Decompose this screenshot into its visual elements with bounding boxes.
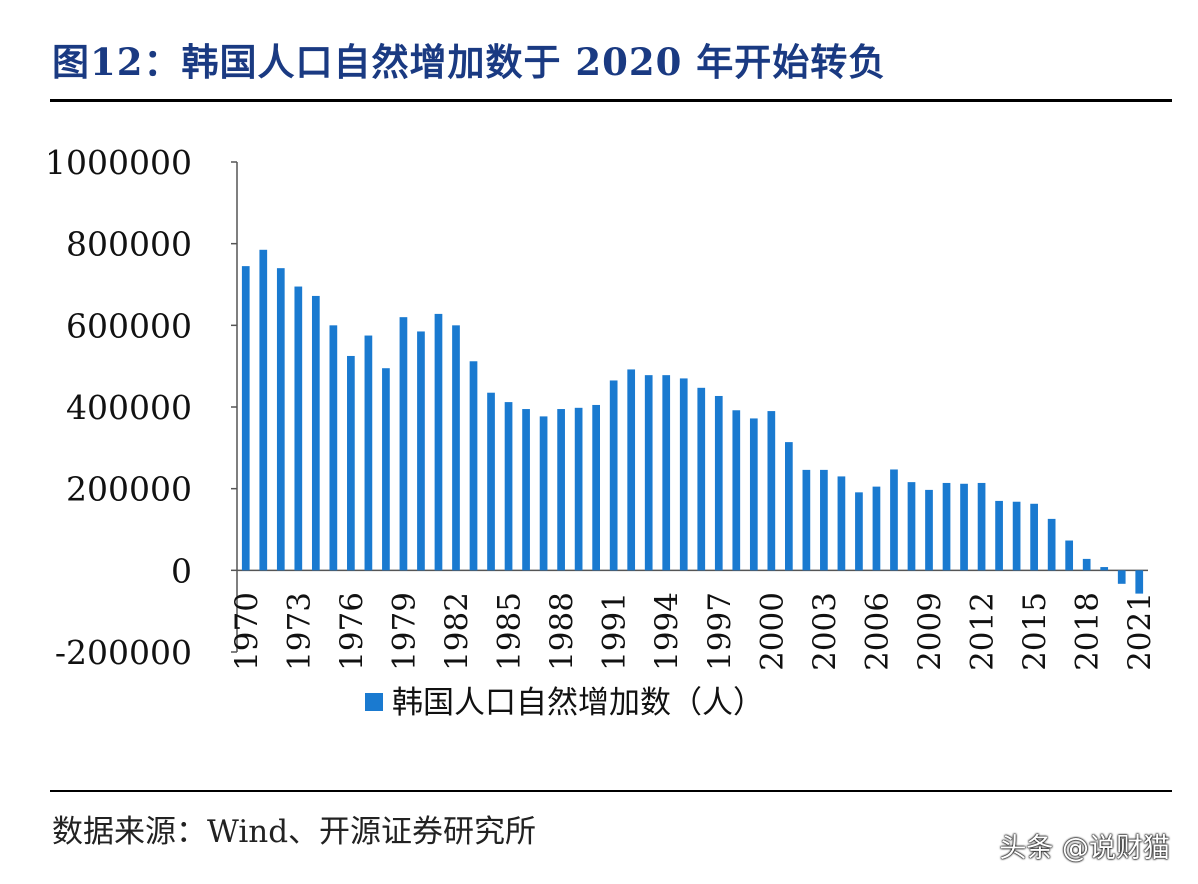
bar-1994 [662,375,671,571]
bar-chart: 1000000 800000 600000 400000 200000 0 -200000 1… [45,143,1158,721]
bar-1972 [276,268,285,571]
bar-1976 [347,355,355,571]
source-note: 数据来源：Wind、开源证券研究所 [52,814,537,850]
bar-2006 [872,486,881,571]
bar-2015 [1030,503,1038,571]
bar-2010 [942,482,951,571]
y-tick-label: 0 [171,551,192,590]
bar-1979 [399,317,408,571]
bar-2016 [1047,518,1056,571]
x-tick-label: 1985 [492,592,528,671]
x-tick-label: 2018 [1070,592,1106,671]
bar-1992 [627,369,636,571]
watermark: 头条 @说财猫 [999,833,1170,864]
bar-1984 [487,392,495,571]
x-tick-label: 1988 [544,592,580,671]
bar-1999 [749,418,758,571]
x-tick-label: 1982 [439,592,475,671]
bar-1971 [259,249,268,571]
bar-2000 [767,411,776,571]
bar-2018 [1082,558,1091,571]
bar-2009 [925,489,933,571]
x-tick-label: 1997 [702,592,738,671]
bar-1970 [241,266,250,571]
bar-1974 [311,295,320,571]
source-rule [50,790,1172,792]
bar-2019 [1100,567,1109,571]
title-rule [50,99,1172,102]
bar-2007 [890,469,898,571]
bar-1996 [697,387,706,571]
bar-2017 [1065,540,1074,571]
bar-2021 [1135,570,1144,594]
bar-2011 [960,483,968,571]
bar-1983 [469,361,478,571]
bar-1987 [539,416,548,571]
x-tick-label: 2006 [859,592,895,671]
bar-2002 [802,469,811,571]
y-tick-label: 600000 [66,306,192,345]
x-tick-label: 1973 [281,592,317,671]
bar-2020 [1117,570,1126,584]
bar-1981 [434,313,443,571]
bar-1985 [504,402,513,571]
legend-label: 韩国人口自然增加数（人） [392,685,764,721]
x-tick-label: 1991 [597,592,633,671]
bar-1998 [732,410,741,571]
x-tick-label: 2021 [1122,592,1158,671]
bar-1993 [644,375,653,571]
y-tick-label: 200000 [66,470,192,509]
figure-title: 图12：韩国人口自然增加数于 2020 年开始转负 [52,40,887,84]
bar-2013 [995,500,1003,571]
y-tick-label: 400000 [66,388,192,427]
bar-1982 [452,325,460,571]
bar-1973 [294,286,303,571]
bar-2003 [820,469,828,571]
x-tick-label: 2009 [912,592,948,671]
bar-1986 [522,409,530,571]
bar-2012 [977,482,986,571]
x-tick-label: 2015 [1017,592,1053,671]
bar-1977 [364,335,373,571]
x-tick-label: 1994 [649,592,685,671]
x-tick-label: 1976 [334,592,370,671]
bar-2005 [855,492,863,571]
bar-2008 [907,482,916,571]
y-tick-label: 1000000 [45,143,192,182]
x-tick-label: 2012 [965,592,1001,671]
bar-1988 [557,409,565,571]
bar-1995 [679,378,688,571]
bar-2014 [1012,501,1021,571]
bar-2004 [837,476,846,571]
y-tick-label: 800000 [66,225,192,264]
bar-1980 [417,331,425,571]
y-tick-label: -200000 [55,633,192,672]
bar-2001 [785,442,793,571]
bar-1991 [609,380,618,571]
bar-1990 [592,404,600,571]
legend-swatch [365,693,383,711]
bar-1997 [714,395,723,571]
x-tick-label: 2000 [754,592,790,671]
bar-1989 [574,407,583,571]
x-tick-label: 2003 [807,592,843,671]
bar-1978 [382,368,390,571]
x-tick-label: 1979 [386,592,422,671]
x-tick-label: 1970 [229,592,265,671]
bar-1975 [329,325,338,571]
